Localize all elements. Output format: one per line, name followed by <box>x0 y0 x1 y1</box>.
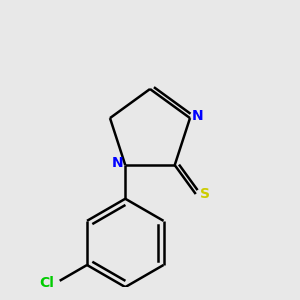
Text: N: N <box>112 156 124 170</box>
Text: N: N <box>192 109 203 123</box>
Text: Cl: Cl <box>40 276 55 290</box>
Text: S: S <box>200 187 210 201</box>
